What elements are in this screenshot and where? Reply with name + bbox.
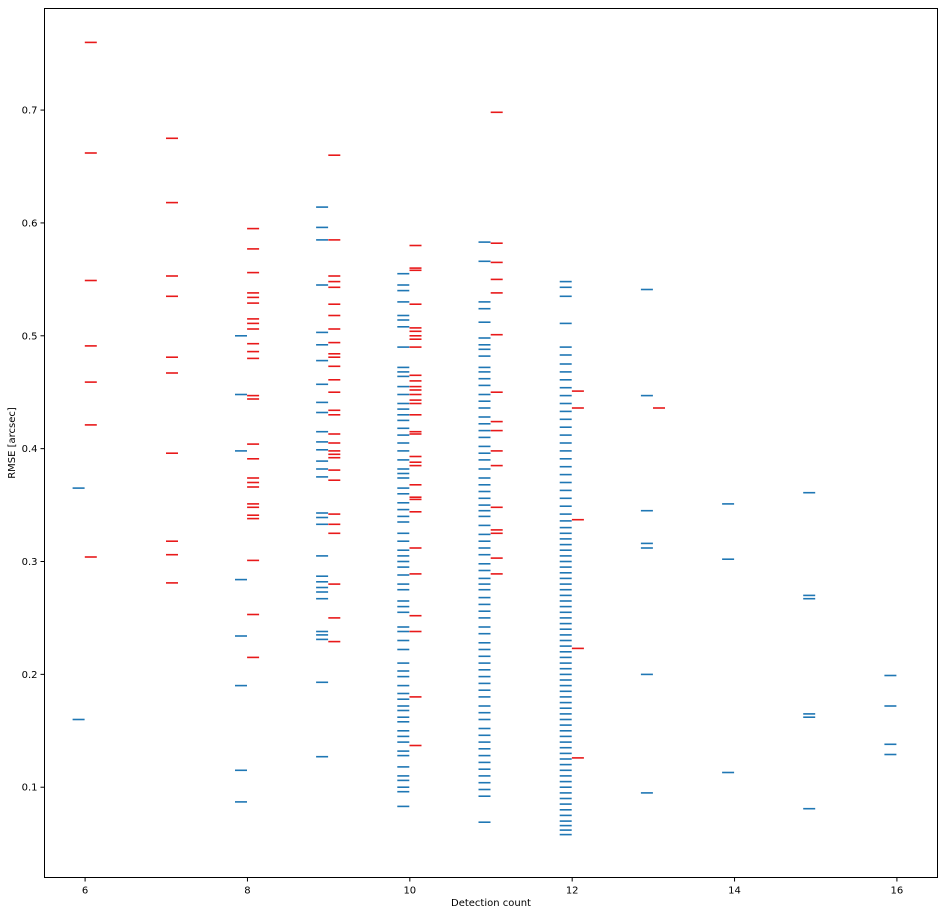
y-tick-label: 0.5 (22, 331, 38, 342)
x-tick-label: 14 (728, 886, 741, 897)
y-axis-label: RMSE [arcsec] (7, 407, 18, 479)
x-tick-label: 10 (403, 886, 416, 897)
y-tick-label: 0.7 (22, 106, 38, 117)
x-tick-label: 16 (891, 886, 904, 897)
x-tick-label: 8 (244, 886, 250, 897)
y-tick-label: 0.2 (22, 670, 38, 681)
data-marks (72, 41, 897, 836)
x-axis-ticks: 6 8 10 12 14 16 (82, 877, 904, 897)
y-axis-ticks: 0.1 0.2 0.3 0.4 0.5 0.6 0.7 (22, 106, 45, 794)
plot-frame (44, 8, 938, 878)
x-tick-label: 6 (82, 886, 88, 897)
y-tick-label: 0.1 (22, 783, 38, 794)
y-tick-label: 0.3 (22, 557, 38, 568)
y-tick-label: 0.6 (22, 218, 38, 229)
x-tick-label: 12 (566, 886, 579, 897)
x-axis-label: Detection count (451, 898, 531, 909)
y-tick-label: 0.4 (22, 444, 38, 455)
